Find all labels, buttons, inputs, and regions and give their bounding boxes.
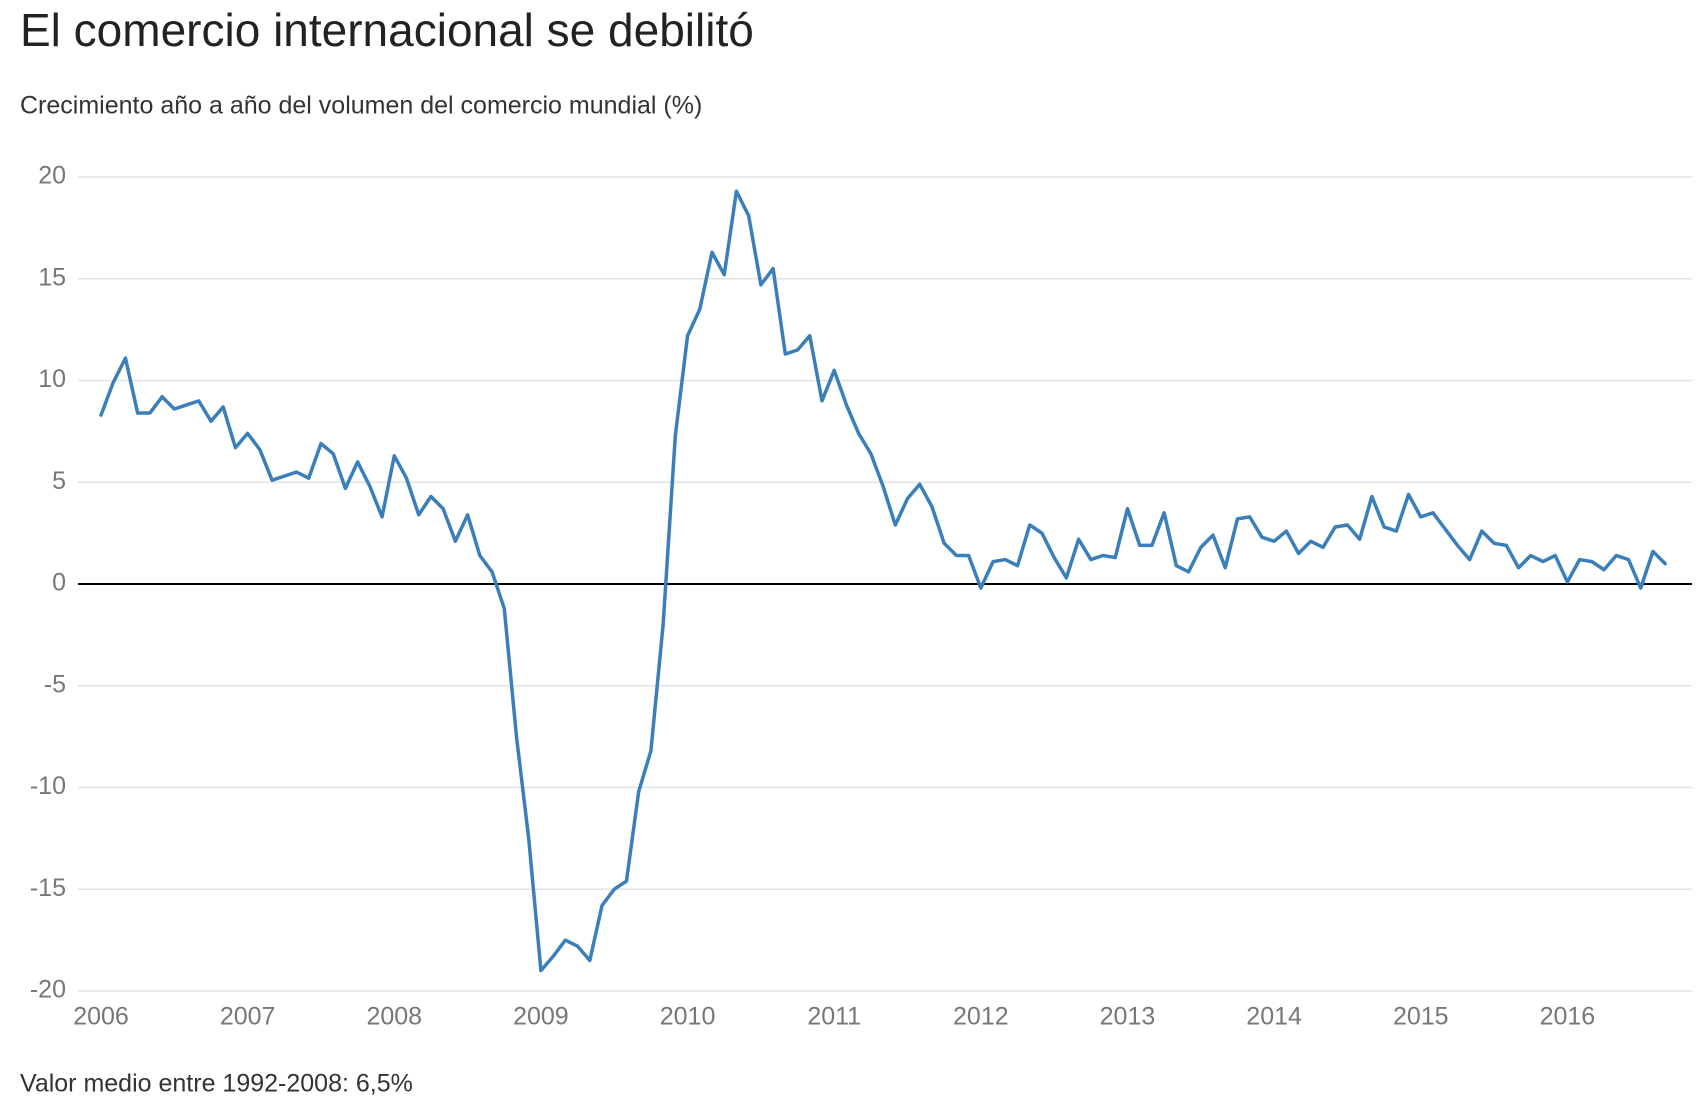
x-tick-label: 2013 xyxy=(1100,1003,1156,1031)
chart-title: El comercio internacional se debilitó xyxy=(20,4,754,56)
y-tick-label: -20 xyxy=(30,976,66,1004)
y-tick-label: 0 xyxy=(52,569,66,597)
x-tick-label: 2009 xyxy=(513,1003,569,1031)
x-tick-label: 2011 xyxy=(807,1003,861,1031)
y-tick-label: 5 xyxy=(52,467,66,495)
x-tick-label: 2007 xyxy=(220,1003,276,1031)
x-tick-label: 2012 xyxy=(953,1003,1009,1031)
x-tick-label: 2010 xyxy=(660,1003,716,1031)
y-tick-label: 15 xyxy=(38,263,66,291)
data-line xyxy=(99,189,1667,973)
x-tick-label: 2014 xyxy=(1246,1003,1302,1031)
x-tick-label: 2015 xyxy=(1393,1003,1449,1031)
y-tick-label: -10 xyxy=(30,772,66,800)
chart-subtitle: Crecimiento año a año del volumen del co… xyxy=(20,92,702,120)
x-tick-label: 2016 xyxy=(1540,1003,1596,1031)
x-tick-label: 2008 xyxy=(366,1003,422,1031)
y-tick-label: 10 xyxy=(38,365,66,393)
y-tick-label: 20 xyxy=(38,162,66,190)
y-tick-label: -15 xyxy=(30,874,66,902)
chart-note: Valor medio entre 1992-2008: 6,5% xyxy=(20,1070,413,1098)
y-tick-label: -5 xyxy=(44,670,66,698)
x-tick-label: 2006 xyxy=(73,1003,129,1031)
